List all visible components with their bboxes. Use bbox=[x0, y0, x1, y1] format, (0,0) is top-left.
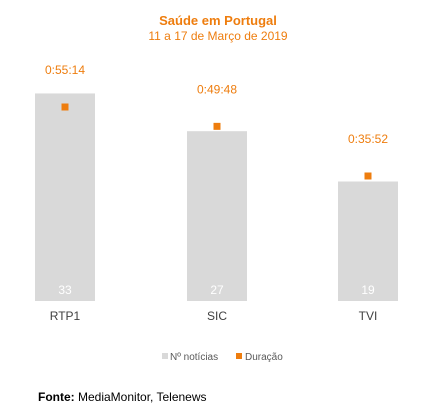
bar-tvi bbox=[338, 181, 398, 301]
legend-label-nr-noticias: Nº notícias bbox=[170, 352, 218, 363]
count-label-tvi: 19 bbox=[361, 283, 375, 297]
count-label-rtp1: 33 bbox=[58, 283, 72, 297]
chart-title: Saúde em Portugal bbox=[159, 13, 277, 28]
duration-marker-rtp1 bbox=[61, 103, 69, 111]
count-label-sic: 27 bbox=[210, 283, 224, 297]
bar-sic bbox=[187, 131, 247, 301]
category-label-sic: SIC bbox=[207, 309, 227, 323]
legend-swatch-nr-noticias bbox=[162, 353, 168, 359]
chart-subtitle: 11 a 17 de Março de 2019 bbox=[148, 29, 288, 43]
duration-label-tvi: 0:35:52 bbox=[348, 132, 388, 146]
duration-label-sic: 0:49:48 bbox=[197, 82, 237, 96]
source-line: Fonte: MediaMonitor, Telenews bbox=[38, 390, 207, 404]
duration-marker-sic bbox=[213, 122, 221, 130]
duration-marker-tvi bbox=[364, 172, 372, 180]
category-label-tvi: TVI bbox=[359, 309, 378, 323]
source-label: Fonte: bbox=[38, 390, 75, 404]
duration-label-rtp1: 0:55:14 bbox=[45, 63, 85, 77]
bar-rtp1 bbox=[35, 93, 95, 301]
legend-swatch-duracao bbox=[236, 353, 242, 359]
category-label-rtp1: RTP1 bbox=[50, 309, 81, 323]
source-text: MediaMonitor, Telenews bbox=[78, 390, 207, 404]
legend-label-duracao: Duração bbox=[245, 352, 283, 363]
